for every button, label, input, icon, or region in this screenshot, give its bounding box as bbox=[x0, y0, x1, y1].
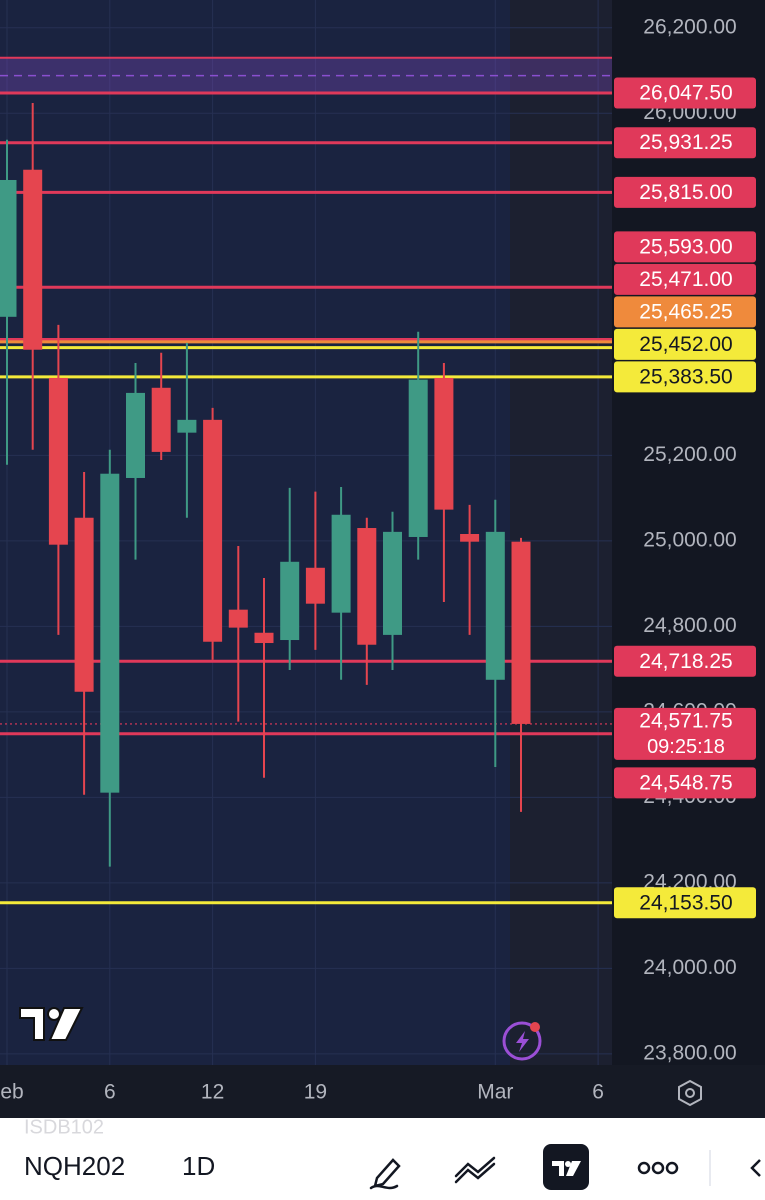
candle-body bbox=[511, 541, 531, 724]
y-tick-label: 24,000.00 bbox=[643, 956, 736, 979]
price-tag bbox=[614, 127, 756, 159]
level-label: 25,815.00 bbox=[639, 181, 732, 204]
draw-tool[interactable] bbox=[369, 1158, 401, 1190]
future-area bbox=[510, 0, 612, 1065]
tv-button[interactable] bbox=[543, 1144, 589, 1190]
x-tick-label: 6 bbox=[104, 1081, 116, 1104]
interval[interactable]: 1D bbox=[182, 1151, 215, 1181]
candle-body bbox=[126, 392, 145, 478]
price-tag bbox=[614, 767, 756, 799]
level-label: 25,465.25 bbox=[639, 300, 732, 323]
price-tag bbox=[614, 707, 756, 760]
alert-button[interactable] bbox=[502, 1021, 542, 1061]
price-tag bbox=[614, 296, 756, 328]
level-label: 24,548.75 bbox=[639, 771, 732, 794]
x-tick-label: eb bbox=[0, 1081, 23, 1104]
grid bbox=[0, 0, 612, 1065]
candle-body bbox=[0, 179, 17, 317]
level-label: 25,593.00 bbox=[639, 235, 732, 258]
countdown-label: 09:25:18 bbox=[647, 736, 725, 758]
x-tick-label: 6 bbox=[592, 1081, 604, 1104]
more-button[interactable] bbox=[637, 1161, 679, 1175]
level-label: 26,047.50 bbox=[639, 82, 732, 105]
candle-body bbox=[383, 531, 402, 635]
time-axis bbox=[0, 1065, 765, 1118]
candle-body bbox=[280, 561, 300, 641]
price-tag bbox=[614, 176, 756, 208]
candle-body bbox=[74, 517, 94, 692]
level-label: 24,153.50 bbox=[639, 891, 732, 914]
level-label: 25,471.00 bbox=[639, 268, 732, 291]
candle-body bbox=[460, 533, 480, 542]
tv-logo bbox=[19, 1007, 84, 1041]
price-tag bbox=[614, 263, 756, 295]
level-label: 25,931.25 bbox=[639, 131, 732, 154]
x-tick-label: Mar bbox=[477, 1081, 513, 1104]
candle-body bbox=[228, 609, 248, 628]
price-tag bbox=[614, 361, 756, 393]
price-tag bbox=[614, 887, 756, 919]
y-tick-label: 25,200.00 bbox=[643, 443, 736, 466]
candle-body bbox=[305, 567, 325, 604]
x-tick-label: 12 bbox=[201, 1081, 224, 1104]
candle-body bbox=[100, 473, 120, 793]
y-tick-label: 26,200.00 bbox=[643, 15, 736, 38]
candle-body bbox=[485, 531, 505, 680]
candle-body bbox=[23, 169, 43, 350]
candles bbox=[0, 103, 531, 867]
y-tick-label: 25,000.00 bbox=[643, 528, 736, 551]
candle-body bbox=[254, 632, 274, 644]
price-tag bbox=[614, 231, 756, 263]
candle-body bbox=[408, 379, 428, 537]
collapse-button[interactable] bbox=[750, 1159, 761, 1177]
y-tick-label: 24,800.00 bbox=[643, 614, 736, 637]
y-tick-label: 23,800.00 bbox=[643, 1041, 736, 1064]
level-label: 25,383.50 bbox=[639, 365, 732, 388]
symbol[interactable]: NQH202 bbox=[24, 1151, 125, 1181]
candle-body bbox=[203, 419, 223, 642]
x-tick-label: 19 bbox=[304, 1081, 327, 1104]
account-name: ISDB102 bbox=[24, 1116, 104, 1138]
candle-body bbox=[151, 387, 171, 452]
price-tag bbox=[614, 77, 756, 109]
level-label: 25,452.00 bbox=[639, 333, 732, 356]
level-label: 24,718.25 bbox=[639, 650, 732, 673]
candle-body bbox=[331, 514, 351, 613]
candle-body bbox=[177, 419, 197, 433]
candle-body bbox=[357, 528, 377, 645]
indicators-tool[interactable] bbox=[454, 1156, 496, 1184]
price-tag bbox=[614, 328, 756, 360]
candle-body bbox=[48, 377, 68, 545]
price-tags: 24,571.75 09:25:18 24,153.50 24,548.75 24,71… bbox=[614, 77, 756, 919]
candle-body bbox=[434, 377, 454, 510]
current-price-label: 24,571.75 bbox=[639, 709, 732, 732]
settings-button[interactable] bbox=[678, 1079, 702, 1107]
price-tag bbox=[614, 645, 756, 677]
